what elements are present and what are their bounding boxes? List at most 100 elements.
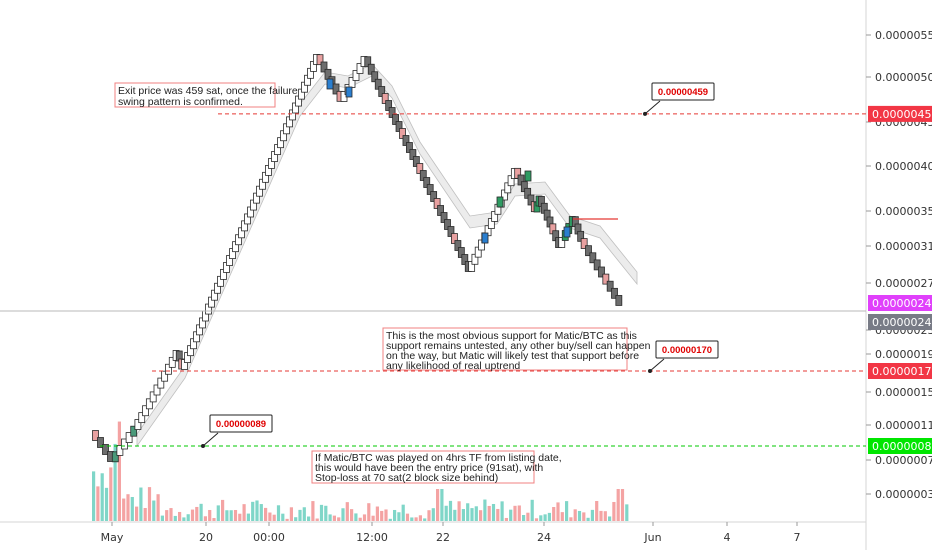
volume-bar [453, 509, 457, 521]
renko-brick [388, 107, 396, 118]
volume-bar [130, 496, 134, 521]
volume-bar [311, 501, 315, 521]
x-tick-label: 12:00 [356, 531, 388, 544]
volume-bar [504, 517, 508, 521]
volume-bar [393, 509, 397, 521]
volume-bar [109, 467, 113, 521]
renko-brick [589, 252, 597, 264]
volume-bar [294, 517, 298, 521]
renko-brick [92, 430, 99, 441]
entry-annotation[interactable]: If Matic/BTC was played on 4hrs TF from … [311, 450, 562, 484]
renko-brick [457, 247, 465, 258]
volume-bar [100, 473, 104, 521]
renko-brick [423, 177, 431, 188]
volume-bar [298, 509, 302, 521]
volume-bar [599, 510, 603, 521]
price-tag-label: 0.00000089 [872, 440, 932, 453]
volume-bar [122, 498, 126, 521]
volume-bar [474, 506, 478, 521]
volume-bar [371, 515, 375, 521]
renko-brick [461, 254, 469, 265]
volume-bar [401, 504, 405, 521]
volume-bar [285, 518, 289, 521]
volume-bar [281, 513, 285, 521]
x-tick-label: 00:00 [253, 531, 285, 544]
volume-bar [147, 487, 152, 521]
volume-bar [603, 511, 607, 521]
volume-bar [418, 515, 422, 521]
volume-bar [539, 515, 543, 521]
volume-bars [92, 421, 629, 521]
volume-bar [92, 471, 96, 521]
volume-bar [272, 514, 276, 521]
volume-bar [302, 507, 306, 521]
volume-bar [427, 510, 431, 521]
volume-bar [117, 421, 121, 521]
volume-bar [276, 505, 281, 521]
support-annotation-line-1: This is the most obvious support for Mat… [386, 330, 637, 342]
volume-bar [259, 504, 263, 521]
renko-brick [602, 273, 610, 285]
renko-brick [316, 54, 324, 66]
price-callouts: 0.00000459 0.00000170 0.00000089 [201, 82, 719, 448]
volume-bar [500, 501, 504, 521]
renko-brick [111, 451, 119, 463]
renko-brick [426, 184, 434, 195]
volume-bar [470, 508, 474, 521]
exit-annotation[interactable]: Exit price was 459 sat, once the failure… [114, 82, 298, 108]
volume-bar [350, 509, 354, 521]
volume-bar [436, 489, 440, 521]
x-tick-label: Jun [643, 531, 661, 544]
volume-bar [616, 489, 620, 521]
volume-bar [345, 502, 349, 521]
renko-brick [580, 238, 588, 249]
volume-bar [466, 503, 470, 521]
volume-bar [625, 504, 629, 521]
volume-bar [513, 505, 517, 521]
volume-bar [522, 514, 526, 521]
volume-bar [289, 507, 293, 521]
volume-bar [190, 509, 195, 521]
volume-bar [156, 494, 160, 521]
volume-bar [479, 510, 483, 521]
volume-bar [337, 517, 341, 521]
callout-dot [648, 369, 652, 373]
price-axis: 0.000005500.000005000.000004500.00000400… [866, 29, 932, 501]
renko-brick [138, 412, 146, 424]
renko-brick [142, 405, 149, 417]
volume-bar [569, 517, 573, 521]
renko-brick [371, 71, 379, 83]
volume-bar [186, 514, 190, 521]
volume-bar [315, 518, 319, 521]
volume-bar [405, 513, 410, 521]
renko-brick [320, 61, 328, 73]
renko-brick [392, 114, 399, 125]
price-tag-label: 0.00000459 [872, 108, 932, 121]
volume-bar [547, 512, 551, 521]
volume-bar [199, 503, 203, 521]
renko-brick [134, 419, 142, 430]
renko-brick [558, 237, 566, 248]
renko-brick [416, 163, 424, 174]
volume-bar [160, 515, 164, 521]
callout-label: 0.00000089 [216, 419, 266, 430]
volume-bar [560, 512, 564, 521]
volume-bar [620, 489, 625, 521]
volume-bar [608, 516, 612, 521]
price-tag [868, 105, 932, 122]
price-tag [868, 295, 932, 311]
volume-bar [573, 509, 577, 521]
volume-bar [221, 499, 225, 521]
support-annotation[interactable]: This is the most obvious support for Mat… [382, 327, 651, 372]
volume-bar [113, 443, 117, 521]
volume-bar [509, 509, 513, 521]
volume-bar [384, 509, 388, 521]
renko-brick-accent [496, 196, 504, 208]
renko-brick [585, 245, 592, 257]
volume-bar [135, 506, 139, 521]
entry-annotation-line-2: this would have been the entry price (91… [315, 462, 543, 474]
